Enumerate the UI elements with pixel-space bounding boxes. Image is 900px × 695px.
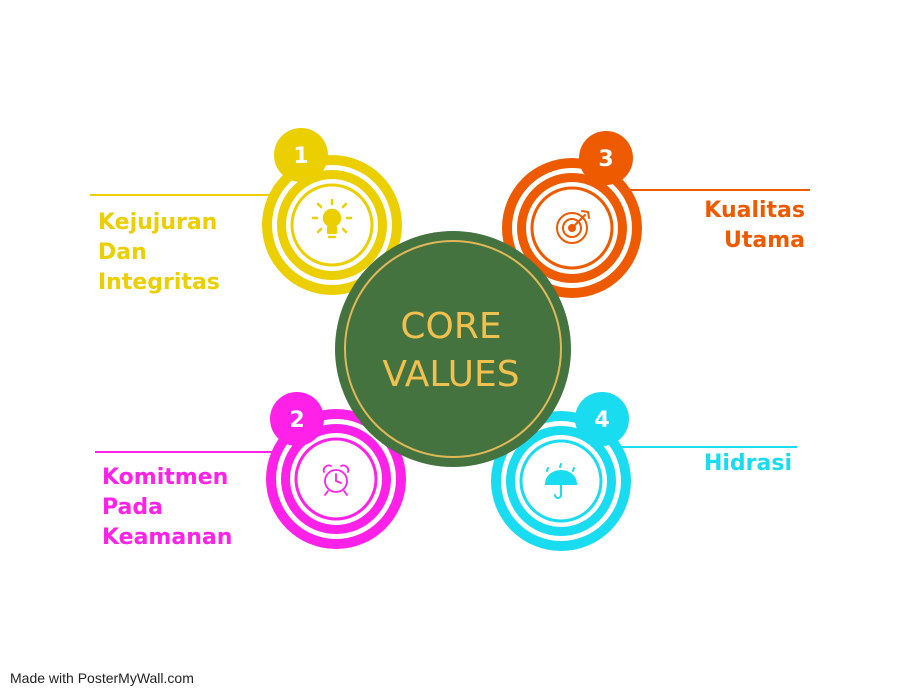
core-title-line-1: CORE bbox=[400, 306, 501, 347]
value-label-1: Kejujuran Dan Integritas bbox=[98, 208, 220, 298]
value-ring-line-3 bbox=[530, 186, 614, 270]
value-node-4: 4 bbox=[491, 392, 631, 551]
value-number-3: 3 bbox=[598, 147, 613, 172]
value-label-2-line: Keamanan bbox=[102, 525, 233, 550]
core-inner-ring bbox=[344, 240, 562, 458]
value-node-1: 1 bbox=[262, 128, 402, 295]
value-ring-line-1 bbox=[290, 183, 374, 267]
alarm-clock-icon bbox=[322, 464, 350, 496]
value-number-1: 1 bbox=[293, 144, 308, 169]
value-node-2: 2 bbox=[266, 392, 406, 549]
value-label-4: Hidrasi bbox=[704, 449, 792, 479]
watermark-text: Made with PosterMyWall.com bbox=[10, 670, 194, 686]
value-badge-1 bbox=[274, 128, 328, 182]
value-ring-line-4 bbox=[519, 439, 603, 523]
value-label-3: Kualitas Utama bbox=[704, 196, 805, 256]
value-number-4: 4 bbox=[594, 408, 609, 433]
value-badge-2 bbox=[270, 392, 324, 446]
value-ring-line-2 bbox=[294, 437, 378, 521]
core-circle: CORE VALUES bbox=[335, 231, 571, 467]
value-label-1-line: Dan bbox=[98, 240, 147, 265]
value-label-1-line: Kejujuran bbox=[98, 210, 218, 235]
value-badge-4 bbox=[575, 392, 629, 446]
lightbulb-icon bbox=[311, 198, 353, 239]
value-badge-3 bbox=[579, 131, 633, 185]
umbrella-rain-icon bbox=[544, 463, 578, 499]
value-label-2-line: Komitmen bbox=[102, 465, 229, 490]
value-number-2: 2 bbox=[289, 408, 304, 433]
value-label-2: Komitmen Pada Keamanan bbox=[102, 463, 232, 553]
value-label-4-line: Hidrasi bbox=[703, 451, 792, 476]
value-label-3-line: Kualitas bbox=[704, 198, 805, 223]
value-node-3: 3 bbox=[502, 131, 642, 298]
value-label-3-line: Utama bbox=[724, 228, 805, 253]
value-label-1-line: Integritas bbox=[98, 270, 220, 295]
target-icon bbox=[556, 210, 590, 244]
value-label-2-line: Pada bbox=[102, 495, 163, 520]
core-title-line-2: VALUES bbox=[382, 354, 519, 395]
